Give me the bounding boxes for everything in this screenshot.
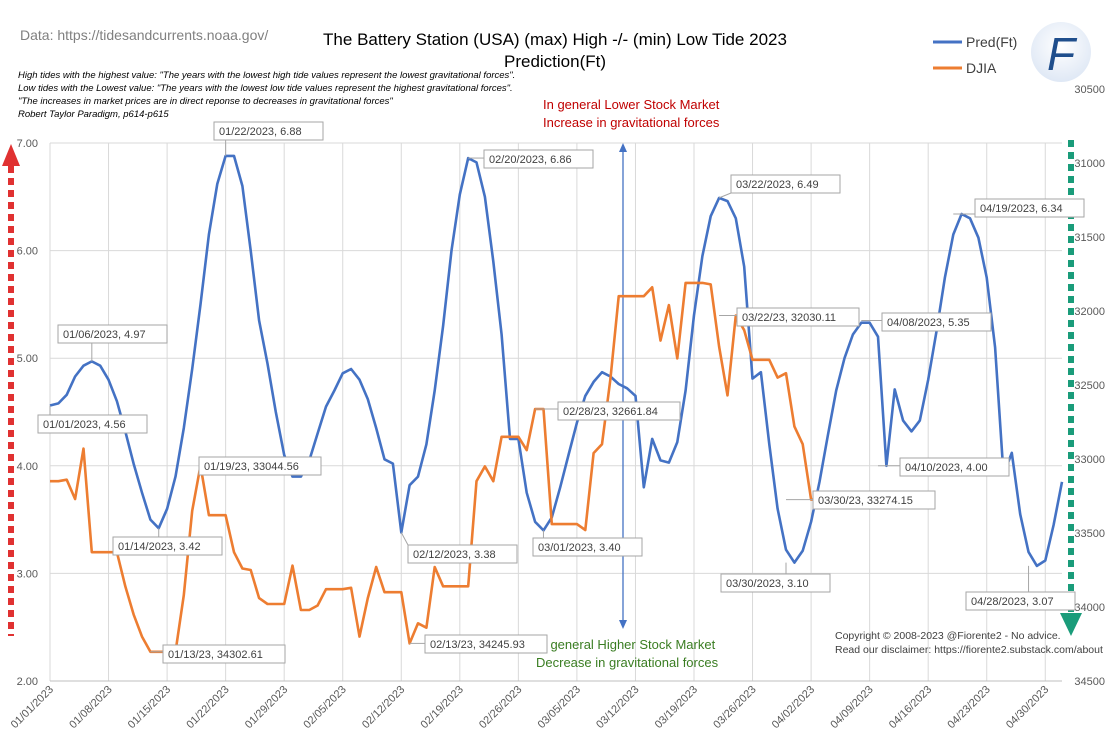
annotation-top-line1: In general Lower Stock Market — [543, 97, 720, 112]
note-line-3: "The increases in market prices are in d… — [18, 96, 393, 107]
note-line-2: Low tides with the Lowest value: "The ye… — [18, 83, 513, 94]
callout-label: 03/30/2023, 3.10 — [726, 578, 809, 590]
callout-label: 02/13/23, 34245.93 — [430, 639, 525, 651]
gravity-arrow-head-up — [619, 143, 627, 152]
callout-label: 01/22/2023, 6.88 — [219, 126, 302, 138]
callout-label: 02/20/2023, 6.86 — [489, 154, 572, 166]
fiorente-logo: F — [1031, 22, 1091, 82]
callout-box — [736, 307, 860, 327]
right-tick-label: 33000 — [1074, 454, 1105, 466]
callout-label: 04/28/2023, 3.07 — [971, 596, 1054, 608]
chart-title-line2: Prediction(Ft) — [504, 52, 606, 71]
left-tick-label: 6.00 — [17, 246, 38, 258]
callout-label: 01/06/2023, 4.97 — [63, 329, 146, 341]
callout-label: 01/01/2023, 4.56 — [43, 419, 126, 431]
callout-box — [899, 457, 1010, 477]
callout-box — [965, 591, 1076, 611]
tide-series-line — [49, 154, 1064, 568]
djia-series-line — [50, 281, 820, 654]
note-line-1: High tides with the highest value: "The … — [18, 70, 515, 81]
callout-leader — [400, 532, 409, 546]
callout-box — [812, 490, 936, 510]
right-tick-label: 32000 — [1074, 306, 1105, 318]
callout-box — [112, 536, 223, 556]
legend-label-djia: DJIA — [966, 60, 997, 76]
callout-label: 01/19/23, 33044.56 — [204, 461, 299, 473]
gravity-arrow-head-down — [619, 620, 627, 629]
callout-box — [407, 544, 518, 564]
callout-box — [483, 149, 594, 169]
callout-label: 02/12/2023, 3.38 — [413, 549, 496, 561]
callout-box — [37, 414, 148, 434]
right-tick-label: 31000 — [1074, 158, 1105, 170]
callout-box — [162, 644, 286, 664]
left-tick-label: 2.00 — [17, 676, 38, 688]
annotation-bottom-line1: In general Higher Stock Market — [536, 637, 716, 652]
callout-label: 04/19/2023, 6.34 — [980, 203, 1063, 215]
left-tick-label: 4.00 — [17, 461, 38, 473]
callout-label: 03/22/2023, 6.49 — [736, 179, 819, 191]
callout-box — [57, 324, 168, 344]
callout-leader — [718, 192, 732, 199]
callout-box — [720, 573, 831, 593]
callout-box — [557, 401, 681, 421]
callout-label: 03/30/23, 33274.15 — [818, 495, 913, 507]
callout-label: 03/01/2023, 3.40 — [538, 542, 621, 554]
callout-box — [974, 198, 1085, 218]
callout-label: 04/08/2023, 5.35 — [887, 317, 970, 329]
red-arrow-head-up — [2, 144, 20, 166]
callout-label: 03/22/23, 32030.11 — [742, 312, 836, 324]
callout-label: 02/28/23, 32661.84 — [563, 406, 658, 418]
callout-box — [213, 121, 324, 141]
callouts: 01/01/2023, 4.56 01/06/2023, 4.97 01/14/20… — [37, 121, 1085, 664]
series-lines — [49, 154, 1064, 654]
green-arrow-head-down — [1060, 613, 1082, 636]
callout-box — [881, 312, 992, 332]
annotation-bottom-line2: Decrease in gravitational forces — [536, 655, 719, 670]
right-tick-label: 34500 — [1074, 676, 1105, 688]
logo-background — [1031, 22, 1091, 82]
callout-box — [198, 456, 322, 476]
callout-label: 01/13/23, 34302.61 — [168, 649, 263, 661]
annotation-top-line2: Increase in gravitational forces — [543, 115, 720, 130]
logo-letter: F — [1047, 28, 1078, 80]
left-tick-label: 3.00 — [17, 568, 38, 580]
right-tick-label: 34000 — [1074, 602, 1105, 614]
callout-label: 01/14/2023, 3.42 — [118, 541, 201, 553]
callout-box — [730, 174, 841, 194]
callout-box — [424, 634, 548, 654]
callout-label: 04/10/2023, 4.00 — [905, 462, 988, 474]
right-tick-label: 32500 — [1074, 380, 1105, 392]
legend: Pred(Ft) DJIA — [933, 34, 1017, 76]
right-tick-label: 31500 — [1074, 232, 1105, 244]
left-tick-label: 7.00 — [17, 138, 38, 150]
right-y-axis: 30500 31000 31500 32000 32500 33000 33500 34000… — [1074, 84, 1105, 688]
legend-label-tide: Pred(Ft) — [966, 34, 1017, 50]
left-tick-label: 5.00 — [17, 353, 38, 365]
left-y-axis: 2.00 3.00 4.00 5.00 6.00 7.00 — [17, 138, 38, 688]
chart-title-line1: The Battery Station (USA) (max) High -/-… — [323, 30, 787, 49]
source-text: Data: https://tidesandcurrents.noaa.gov/ — [20, 27, 268, 43]
right-tick-label: 33500 — [1074, 528, 1105, 540]
callout-box — [532, 537, 643, 557]
copyright-line1: Copyright © 2008-2023 @Fiorente2 - No ad… — [835, 630, 1061, 642]
copyright-line2: Read our disclaimer: https://fiorente2.s… — [835, 644, 1103, 656]
note-line-4: Robert Taylor Paradigm, p614-p615 — [18, 109, 169, 120]
right-tick-label: 30500 — [1074, 84, 1105, 96]
